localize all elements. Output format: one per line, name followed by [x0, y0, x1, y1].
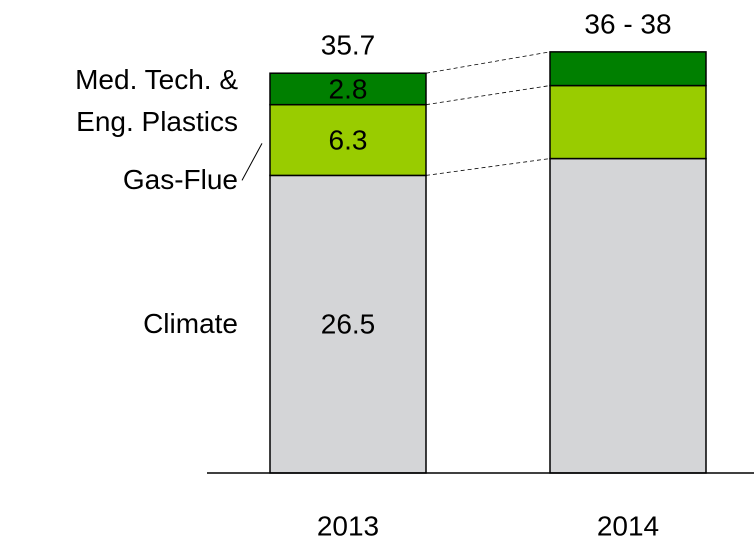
- legend-label: Gas-Flue: [122, 164, 238, 196]
- legend-label: Med. Tech. & Eng. Plastics: [75, 64, 238, 138]
- bar-segment: [269, 72, 427, 106]
- leader-line: [241, 143, 263, 181]
- connector: [425, 85, 551, 106]
- bar-segment: [549, 157, 707, 474]
- bar-segment: [549, 51, 707, 87]
- total-label: 35.7: [321, 30, 376, 61]
- data-label: 6.3: [329, 124, 368, 155]
- connector: [425, 51, 551, 74]
- x-tick-label: 2014: [597, 510, 659, 541]
- data-label: 2.8: [329, 73, 368, 104]
- bar-segment: [549, 84, 707, 160]
- total-label: 36 - 38: [584, 8, 671, 39]
- bar-segment: [269, 174, 427, 474]
- data-label: 26.5: [321, 309, 376, 340]
- legend-label: Climate: [143, 308, 238, 340]
- connector: [425, 158, 551, 176]
- x-tick-label: 2013: [317, 510, 379, 541]
